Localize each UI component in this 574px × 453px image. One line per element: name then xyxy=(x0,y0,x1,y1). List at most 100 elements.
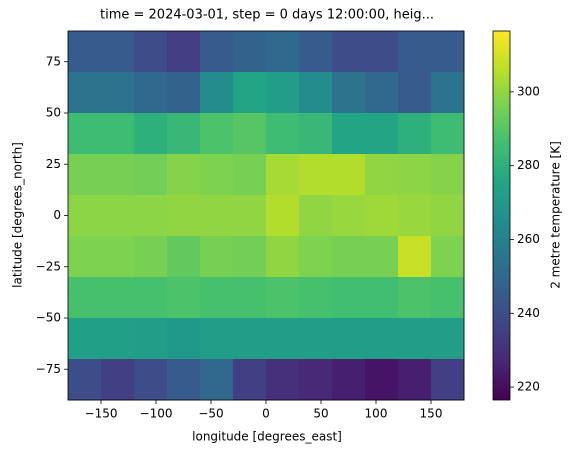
heatmap-cell xyxy=(101,318,135,360)
heatmap-cell xyxy=(68,359,102,401)
heatmap-cell xyxy=(266,195,300,237)
heatmap-cell xyxy=(266,113,300,155)
heatmap-cell xyxy=(398,318,432,360)
heatmap-cell xyxy=(68,113,102,155)
heatmap-cell xyxy=(68,277,102,319)
heatmap-cell xyxy=(101,195,135,237)
heatmap-cell xyxy=(233,277,267,319)
heatmap-cell xyxy=(299,236,333,278)
x-tick-label: −100 xyxy=(140,407,173,421)
heatmap-cell xyxy=(365,236,399,278)
heatmap-cell xyxy=(167,318,201,360)
heatmap-cell xyxy=(365,72,399,114)
heatmap-cell xyxy=(299,359,333,401)
heatmap-cell xyxy=(134,195,168,237)
heatmap-cell xyxy=(134,277,168,319)
heatmap-cell xyxy=(134,31,168,73)
heatmap-cell xyxy=(332,236,366,278)
heatmap-cell xyxy=(233,154,267,196)
x-axis-label: longitude [degrees_east] xyxy=(192,430,342,444)
colorbar-tick-label: 220 xyxy=(517,380,540,394)
heatmap-cell xyxy=(332,31,366,73)
heatmap-cell xyxy=(167,72,201,114)
heatmap-cell xyxy=(101,236,135,278)
heatmap-cell xyxy=(266,72,300,114)
heatmap-cell xyxy=(431,195,465,237)
heatmap-cell xyxy=(431,154,465,196)
heatmap-cell xyxy=(299,31,333,73)
heatmap-cell xyxy=(365,318,399,360)
y-tick-label: −50 xyxy=(36,311,61,325)
y-tick-label: 50 xyxy=(46,106,61,120)
heatmap-cell xyxy=(68,72,102,114)
heatmap-cell xyxy=(431,113,465,155)
heatmap-cell xyxy=(101,31,135,73)
heatmap-cell xyxy=(332,72,366,114)
heatmap-cell xyxy=(101,72,135,114)
colorbar-tick-label: 260 xyxy=(517,232,540,246)
x-tick-label: 100 xyxy=(365,407,388,421)
heatmap-cell xyxy=(266,154,300,196)
heatmap-cell xyxy=(134,154,168,196)
heatmap-cell xyxy=(398,195,432,237)
heatmap-cell xyxy=(101,154,135,196)
heatmap xyxy=(68,31,465,401)
heatmap-cell xyxy=(266,359,300,401)
heatmap-cell xyxy=(365,31,399,73)
x-tick-label: 0 xyxy=(262,407,270,421)
heatmap-cell xyxy=(431,359,465,401)
heatmap-cell xyxy=(431,72,465,114)
heatmap-cell xyxy=(167,236,201,278)
heatmap-cell xyxy=(68,318,102,360)
heatmap-cell xyxy=(101,359,135,401)
y-tick-label: 75 xyxy=(46,54,61,68)
y-tick-label: −25 xyxy=(36,259,61,273)
heatmap-cell xyxy=(365,195,399,237)
heatmap-cell xyxy=(200,318,234,360)
heatmap-cell xyxy=(167,195,201,237)
x-tick-label: 50 xyxy=(313,407,328,421)
heatmap-cell xyxy=(167,31,201,73)
heatmap-cell xyxy=(398,154,432,196)
heatmap-cell xyxy=(134,113,168,155)
y-tick-label: 25 xyxy=(46,157,61,171)
heatmap-cell xyxy=(200,72,234,114)
heatmap-cell xyxy=(398,31,432,73)
heatmap-cell xyxy=(332,359,366,401)
heatmap-cell xyxy=(431,31,465,73)
heatmap-cell xyxy=(233,318,267,360)
y-tick-label: 0 xyxy=(53,208,61,222)
heatmap-cell xyxy=(233,113,267,155)
heatmap-cell xyxy=(332,277,366,319)
colorbar-tick-label: 240 xyxy=(517,306,540,320)
y-tick-label: −75 xyxy=(36,362,61,376)
heatmap-cell xyxy=(167,113,201,155)
heatmap-cell xyxy=(68,154,102,196)
heatmap-cell xyxy=(398,359,432,401)
heatmap-cell xyxy=(299,195,333,237)
colorbar-label: 2 metre temperature [K] xyxy=(549,141,563,289)
heatmap-cell xyxy=(200,154,234,196)
heatmap-cell xyxy=(167,359,201,401)
heatmap-cell xyxy=(266,236,300,278)
heatmap-cell xyxy=(200,113,234,155)
heatmap-cell xyxy=(365,154,399,196)
heatmap-cell xyxy=(134,72,168,114)
heatmap-cell xyxy=(299,72,333,114)
colorbar xyxy=(492,30,511,401)
heatmap-cell xyxy=(233,31,267,73)
heatmap-cell xyxy=(365,277,399,319)
heatmap-cell xyxy=(398,277,432,319)
heatmap-cell xyxy=(299,277,333,319)
x-tick-label: −50 xyxy=(198,407,223,421)
heatmap-cell xyxy=(167,154,201,196)
heatmap-cell xyxy=(365,113,399,155)
heatmap-cell xyxy=(233,359,267,401)
heatmap-cell xyxy=(398,236,432,278)
heatmap-cell xyxy=(266,31,300,73)
heatmap-cell xyxy=(431,236,465,278)
heatmap-cell xyxy=(233,72,267,114)
heatmap-cell xyxy=(167,277,201,319)
heatmap-cell xyxy=(266,277,300,319)
